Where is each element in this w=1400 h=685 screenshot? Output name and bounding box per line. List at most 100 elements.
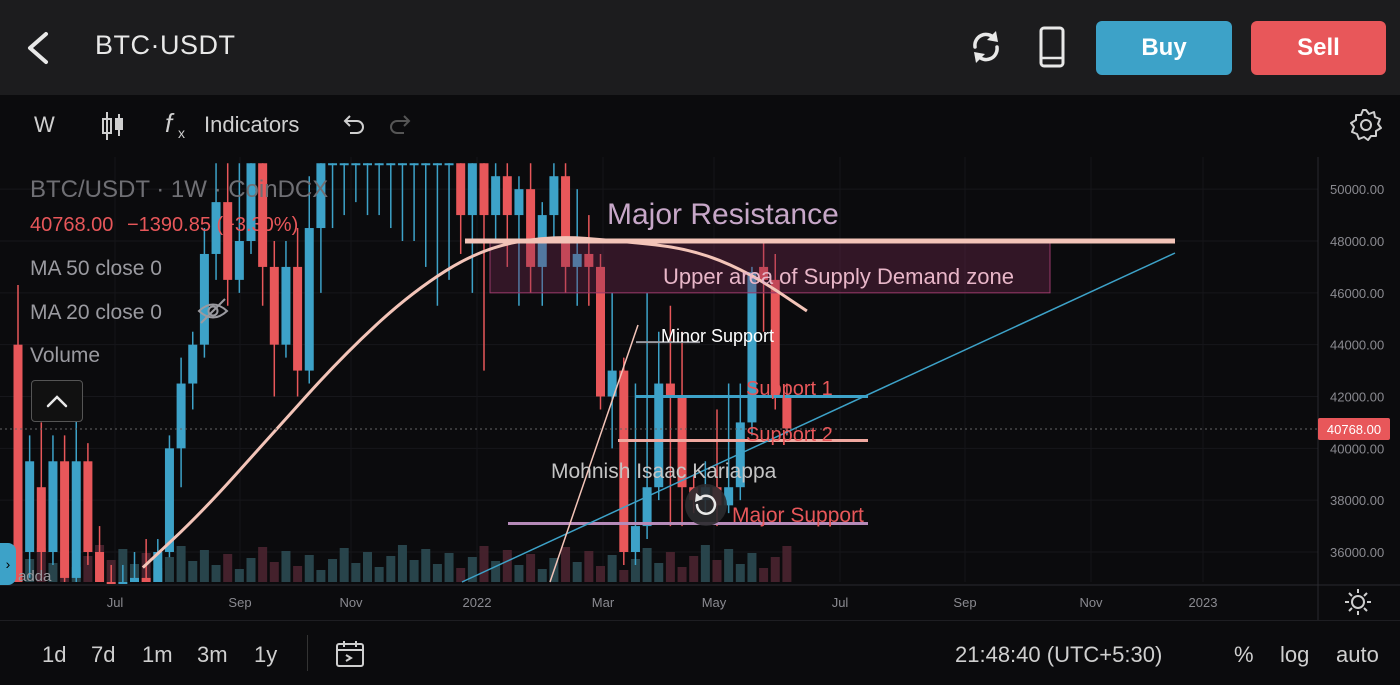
candle-body: [770, 279, 780, 397]
volume-bar: [700, 545, 710, 582]
price-axis-label: 46000.00: [1330, 286, 1384, 301]
price-axis: 50000.00 48000.00 46000.00 44000.00 42000.00…: [1330, 182, 1384, 560]
hidden-eye-icon[interactable]: [196, 296, 230, 331]
volume-bar: [526, 554, 536, 582]
volume-bar: [782, 546, 792, 582]
phone-icon: [1039, 26, 1065, 68]
trendline-secondary: [549, 324, 639, 583]
candle-body: [782, 396, 792, 429]
candle-body: [141, 577, 151, 582]
log-toggle[interactable]: log: [1280, 642, 1310, 667]
candle-body: [654, 383, 664, 488]
annotation-support-2: Support 2: [746, 424, 833, 446]
volume-bar: [374, 567, 384, 582]
price-axis-label: 44000.00: [1330, 338, 1384, 353]
candle-body: [234, 241, 244, 280]
undo-button[interactable]: [340, 113, 366, 141]
volume-bar: [48, 563, 58, 582]
annotation-major-support: Major Support: [732, 504, 864, 527]
volume-bar: [223, 554, 233, 582]
candle-body: [561, 176, 571, 267]
volume-bar: [712, 560, 722, 582]
interval-button[interactable]: W: [34, 112, 55, 137]
axis-settings-button[interactable]: [1344, 588, 1372, 621]
volume-bar: [467, 557, 477, 582]
candle-body: [48, 461, 58, 552]
percent-toggle[interactable]: %: [1234, 642, 1254, 667]
price-axis-label: 36000.00: [1330, 545, 1384, 560]
candle-body: [467, 163, 477, 216]
gear-icon: [1350, 109, 1382, 141]
candle-body: [665, 383, 675, 397]
candle-body: [572, 253, 582, 267]
volume-bar: [269, 562, 279, 582]
range-1y[interactable]: 1y: [254, 642, 278, 667]
refresh-button[interactable]: [964, 24, 1008, 70]
candle-body: [724, 487, 734, 506]
collapse-legend-button[interactable]: [31, 380, 83, 422]
fx-icon[interactable]: f x: [163, 108, 191, 148]
chart-type-button[interactable]: [100, 110, 126, 148]
time-axis-label: Nov: [1079, 595, 1103, 610]
volume-bar: [491, 561, 501, 582]
legend-ma50[interactable]: MA 50 close 0: [30, 257, 162, 280]
volume-bar: [735, 564, 745, 582]
volume-bar: [293, 566, 303, 582]
volume-bar: [164, 557, 174, 582]
last-price-tag-text: 40768.00: [1327, 422, 1381, 437]
range-1d[interactable]: 1d: [42, 642, 67, 667]
device-button[interactable]: [1030, 24, 1074, 70]
range-7d[interactable]: 7d: [91, 642, 116, 667]
volume-bar: [363, 552, 372, 582]
candle-body: [363, 163, 372, 166]
candle-body: [246, 163, 256, 241]
last-price-tag: [1318, 418, 1390, 440]
undo-icon: [343, 115, 364, 134]
candle-body: [421, 163, 431, 166]
annotation-supply-zone: Upper area of Supply Demand zone: [663, 264, 1014, 289]
annotation-minor-support: Minor Support: [661, 326, 774, 346]
candle-body: [456, 163, 466, 216]
sun-gear-icon: [1345, 589, 1371, 615]
range-1m[interactable]: 1m: [142, 642, 173, 667]
legend-price: 40768.00: [30, 214, 114, 236]
candle-body: [316, 163, 326, 229]
redo-button[interactable]: [388, 113, 414, 141]
back-button[interactable]: [22, 28, 54, 68]
volume-bar: [479, 546, 489, 582]
volume-bar: [444, 553, 454, 582]
candle-body: [351, 163, 361, 166]
candlestick-chart[interactable]: 50000.00 48000.00 46000.00 44000.00 42000.00…: [0, 95, 1400, 620]
legend-ma20[interactable]: MA 20 close 0: [30, 301, 162, 324]
range-3m[interactable]: 3m: [197, 642, 228, 667]
candle-body: [526, 189, 536, 267]
volume-bars: [13, 545, 792, 582]
volume-bar: [328, 559, 338, 582]
buy-button[interactable]: Buy: [1096, 21, 1232, 75]
candle-body: [397, 163, 407, 166]
volume-bar: [619, 570, 629, 582]
date-range-button[interactable]: [335, 639, 365, 675]
drawing-tools-handle[interactable]: ›: [0, 543, 16, 585]
legend-volume[interactable]: Volume: [30, 344, 101, 367]
indicators-button[interactable]: Indicators: [204, 112, 300, 137]
refresh-icon: [973, 31, 999, 63]
price-axis-label: 50000.00: [1330, 182, 1384, 197]
chart-area[interactable]: [0, 95, 1400, 620]
annotation-support-1: Support 1: [746, 378, 833, 400]
volume-bar: [561, 547, 571, 582]
candle-body: [164, 448, 174, 552]
volume-bar: [351, 563, 361, 582]
auto-toggle[interactable]: auto: [1336, 642, 1379, 667]
sell-button[interactable]: Sell: [1251, 21, 1386, 75]
volume-bar: [188, 561, 198, 582]
volume-bar: [747, 553, 757, 582]
candle-body: [258, 163, 268, 267]
candle-body: [269, 266, 279, 345]
time-axis-label: May: [702, 595, 727, 610]
volume-bar: [456, 568, 466, 582]
legend-title: BTC/USDT · 1W · CoinDCX: [30, 176, 329, 203]
settings-button[interactable]: [1348, 107, 1384, 149]
ma-line: [141, 236, 808, 569]
price-axis-label: 42000.00: [1330, 390, 1384, 405]
